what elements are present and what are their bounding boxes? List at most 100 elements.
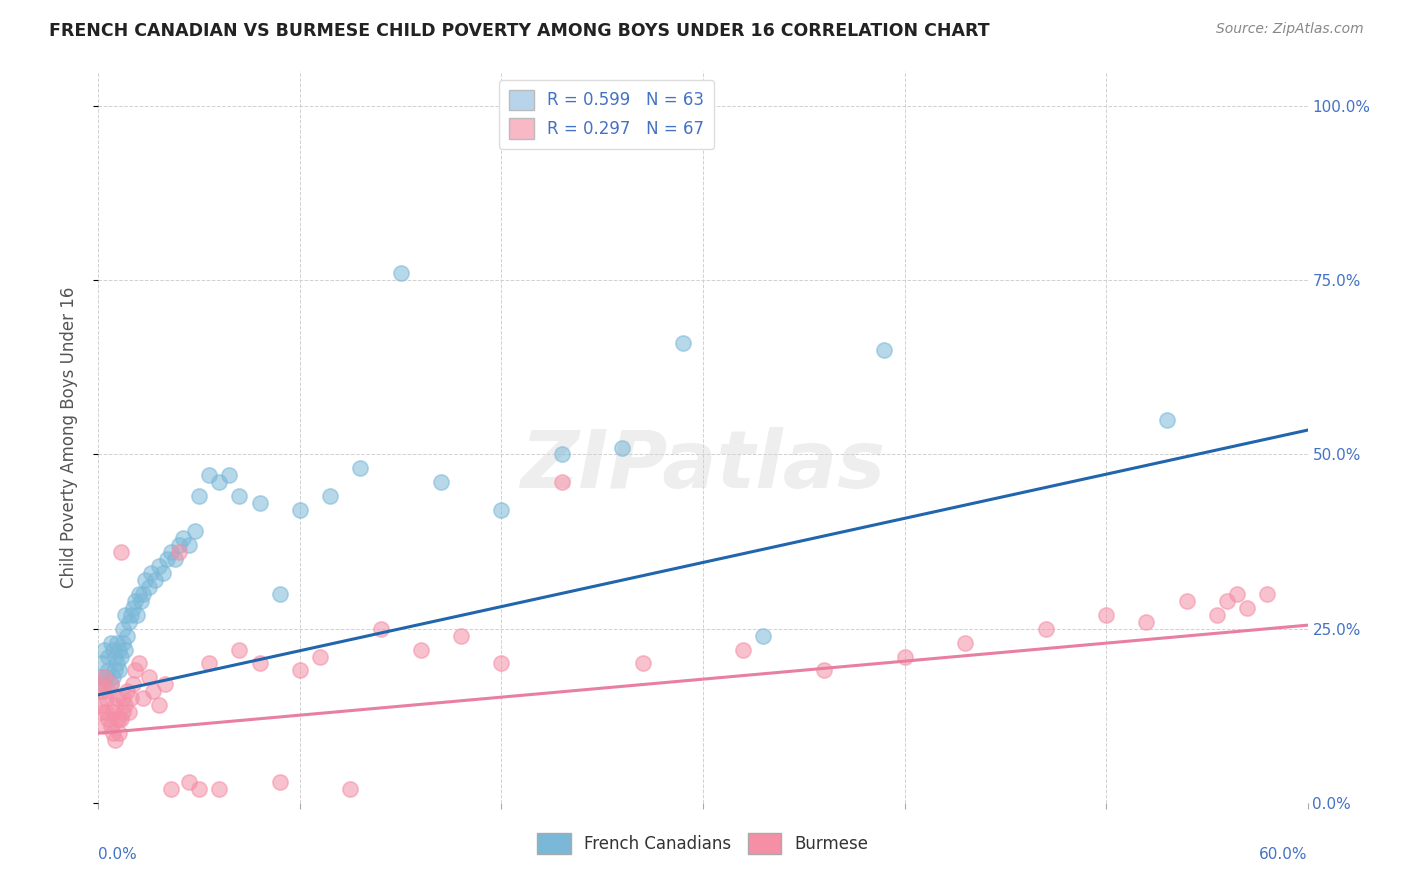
Point <box>128 657 150 671</box>
Point <box>121 677 143 691</box>
Point <box>228 489 250 503</box>
Point <box>120 691 142 706</box>
Point <box>96 670 118 684</box>
Point <box>339 781 361 796</box>
Point <box>167 545 190 559</box>
Point <box>288 664 311 678</box>
Point <box>93 670 115 684</box>
Point <box>91 684 114 698</box>
Point <box>631 657 654 671</box>
Point <box>160 781 183 796</box>
Point <box>1226 587 1249 601</box>
Point <box>114 607 136 622</box>
Point <box>103 649 125 664</box>
Point <box>103 733 125 747</box>
Point <box>91 705 114 719</box>
Point <box>188 781 211 796</box>
Point <box>188 489 211 503</box>
Point <box>129 594 152 608</box>
Text: 60.0%: 60.0% <box>1260 847 1308 862</box>
Point <box>107 726 129 740</box>
Point <box>96 705 118 719</box>
Point <box>409 642 432 657</box>
Point <box>111 705 134 719</box>
Text: Source: ZipAtlas.com: Source: ZipAtlas.com <box>1216 22 1364 37</box>
Point <box>198 657 221 671</box>
Point <box>103 698 125 713</box>
Point <box>142 684 165 698</box>
Point <box>124 664 146 678</box>
Point <box>163 552 186 566</box>
Point <box>139 566 162 580</box>
Text: ZIPatlas: ZIPatlas <box>520 427 886 506</box>
Point <box>105 657 128 671</box>
Point <box>134 573 156 587</box>
Point <box>953 635 976 649</box>
Point <box>93 677 115 691</box>
Point <box>97 664 120 678</box>
Point <box>118 705 141 719</box>
Point <box>1035 622 1057 636</box>
Text: FRENCH CANADIAN VS BURMESE CHILD POVERTY AMONG BOYS UNDER 16 CORRELATION CHART: FRENCH CANADIAN VS BURMESE CHILD POVERTY… <box>49 22 990 40</box>
Point <box>148 558 170 573</box>
Point <box>105 691 128 706</box>
Point <box>389 266 412 280</box>
Point <box>96 691 118 706</box>
Point <box>228 642 250 657</box>
Point <box>148 698 170 713</box>
Point <box>752 629 775 643</box>
Point <box>115 629 138 643</box>
Point <box>101 726 124 740</box>
Point <box>107 712 129 726</box>
Point <box>101 705 124 719</box>
Point <box>110 712 132 726</box>
Point <box>1236 600 1258 615</box>
Point <box>198 468 221 483</box>
Point <box>101 670 124 684</box>
Point <box>115 684 138 698</box>
Point <box>612 441 634 455</box>
Point <box>97 712 120 726</box>
Point <box>107 642 129 657</box>
Point <box>1216 594 1239 608</box>
Point <box>249 496 271 510</box>
Point <box>101 642 124 657</box>
Point <box>160 545 183 559</box>
Point <box>309 649 332 664</box>
Point <box>100 719 122 733</box>
Text: 0.0%: 0.0% <box>98 847 138 862</box>
Point <box>551 448 574 462</box>
Point <box>672 336 695 351</box>
Point <box>370 622 392 636</box>
Point <box>1135 615 1157 629</box>
Point <box>120 607 142 622</box>
Point <box>1156 412 1178 426</box>
Point <box>153 677 176 691</box>
Point <box>138 580 160 594</box>
Point <box>733 642 755 657</box>
Point <box>110 545 132 559</box>
Point <box>89 670 111 684</box>
Point <box>111 622 134 636</box>
Point <box>91 657 114 671</box>
Point <box>172 531 194 545</box>
Point <box>124 594 146 608</box>
Point <box>100 635 122 649</box>
Point <box>269 587 291 601</box>
Point <box>121 600 143 615</box>
Point <box>100 677 122 691</box>
Point <box>1256 587 1278 601</box>
Point <box>269 775 291 789</box>
Point <box>152 566 174 580</box>
Point <box>288 503 311 517</box>
Point <box>132 691 155 706</box>
Point <box>128 587 150 601</box>
Point <box>491 503 513 517</box>
Y-axis label: Child Poverty Among Boys Under 16: Child Poverty Among Boys Under 16 <box>59 286 77 588</box>
Point <box>873 343 896 357</box>
Point <box>430 475 453 490</box>
Point <box>349 461 371 475</box>
Point <box>179 775 201 789</box>
Point <box>138 670 160 684</box>
Point <box>249 657 271 671</box>
